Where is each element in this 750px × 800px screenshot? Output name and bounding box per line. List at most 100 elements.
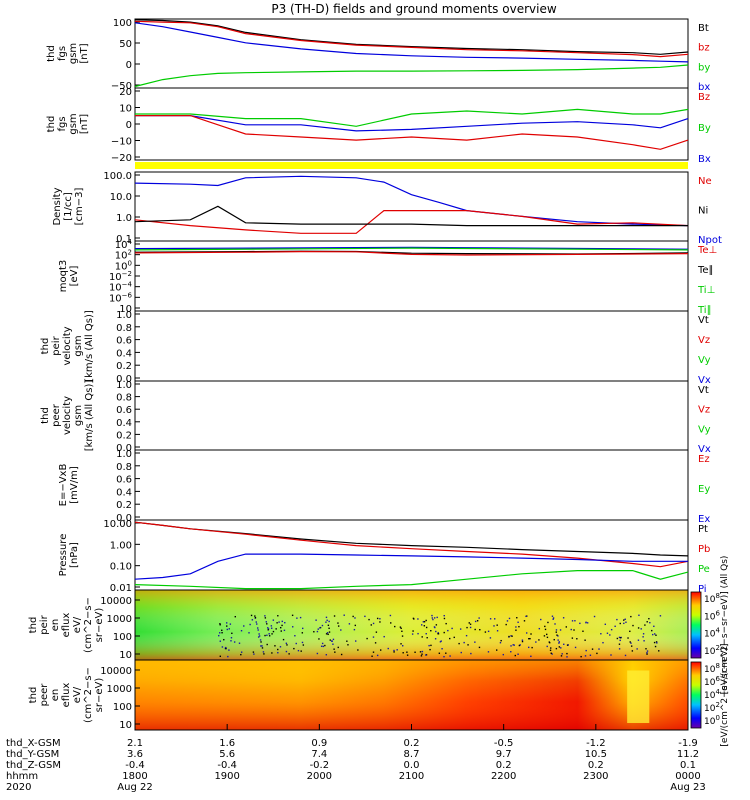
y-axis-label: E=−VxB bbox=[58, 464, 69, 507]
speckle bbox=[602, 641, 604, 644]
speckle bbox=[297, 649, 300, 652]
speckle bbox=[458, 642, 460, 645]
speckle bbox=[469, 626, 472, 629]
speckle bbox=[257, 629, 259, 631]
speckle bbox=[252, 651, 255, 653]
spectrogram-overlay bbox=[135, 590, 688, 660]
legend-Ne: Ne bbox=[698, 176, 712, 187]
speckle bbox=[261, 647, 264, 649]
speckle bbox=[466, 626, 468, 629]
speckle bbox=[548, 641, 551, 644]
speckle bbox=[552, 618, 554, 620]
speckle bbox=[560, 647, 562, 649]
speckle bbox=[437, 633, 440, 635]
date-label: Aug 23 bbox=[670, 782, 705, 793]
legend-Vt: Vt bbox=[698, 385, 709, 396]
speckle bbox=[474, 620, 477, 623]
speckle bbox=[609, 634, 611, 636]
speckle bbox=[659, 615, 662, 617]
speckle bbox=[400, 643, 402, 645]
speckle bbox=[265, 621, 268, 623]
speckle bbox=[563, 643, 565, 646]
speckle bbox=[443, 617, 446, 620]
speckle bbox=[411, 633, 414, 635]
speckle bbox=[551, 615, 554, 617]
y-tick-label: −50 bbox=[111, 81, 132, 92]
speckle bbox=[423, 621, 426, 623]
speckle bbox=[637, 627, 640, 629]
speckle bbox=[582, 630, 584, 632]
speckle bbox=[636, 648, 638, 650]
speckle bbox=[396, 649, 398, 651]
speckle bbox=[275, 628, 277, 630]
y-gsm-value: 10.5 bbox=[585, 749, 607, 760]
speckle bbox=[327, 633, 329, 636]
speckle bbox=[496, 624, 498, 626]
speckle bbox=[337, 646, 339, 649]
legend-Vz: Vz bbox=[698, 335, 710, 346]
y-axis-label: sr−eV) bbox=[94, 678, 105, 713]
speckle bbox=[453, 636, 455, 639]
speckle bbox=[318, 638, 320, 640]
speckle bbox=[515, 626, 517, 628]
y-tick-label: 0 bbox=[126, 60, 132, 71]
speckle bbox=[646, 652, 648, 654]
speckle bbox=[547, 621, 549, 624]
y-axis-label: eV/ bbox=[72, 616, 83, 633]
speckle bbox=[470, 652, 472, 655]
speckle bbox=[348, 623, 351, 625]
speckle bbox=[425, 633, 427, 635]
legend-Ti∥: Ti∥ bbox=[697, 305, 712, 316]
speckle bbox=[364, 615, 366, 618]
speckle bbox=[268, 635, 271, 637]
z-gsm-value: 0.0 bbox=[404, 760, 420, 771]
speckle bbox=[354, 624, 357, 627]
speckle bbox=[399, 626, 402, 628]
y-axis-label: fgs bbox=[57, 116, 68, 131]
legend-bx: bx bbox=[698, 82, 710, 93]
y-tick-label: −20 bbox=[111, 153, 132, 164]
speckle bbox=[219, 623, 221, 625]
speckle bbox=[586, 622, 589, 624]
speckle bbox=[267, 628, 270, 630]
speckle bbox=[256, 623, 258, 625]
speckle bbox=[531, 646, 533, 649]
y-axis-label: en bbox=[50, 689, 61, 702]
speckle bbox=[637, 639, 640, 641]
speckle bbox=[460, 651, 462, 654]
hhmm-value: 2200 bbox=[491, 771, 516, 782]
speckle bbox=[266, 634, 268, 636]
y-axis-label: eflux bbox=[61, 613, 72, 638]
speckle bbox=[584, 655, 587, 657]
y-axis-label: [1/cc] bbox=[63, 192, 74, 221]
speckle bbox=[518, 644, 521, 647]
speckle bbox=[219, 655, 222, 657]
speckle bbox=[443, 631, 445, 634]
speckle bbox=[281, 624, 283, 627]
y-tick-label: 0.4 bbox=[116, 348, 132, 359]
y-tick-label: 1.0 bbox=[116, 449, 132, 460]
speckle bbox=[243, 625, 245, 627]
speckle bbox=[225, 647, 227, 650]
speckle bbox=[426, 636, 428, 639]
speckle bbox=[276, 622, 278, 624]
y-axis-label: [cm−3] bbox=[74, 188, 85, 226]
legend-Ez: Ez bbox=[698, 454, 710, 465]
speckle bbox=[425, 654, 427, 656]
speckle bbox=[322, 645, 325, 648]
legend-Pt: Pt bbox=[698, 524, 708, 535]
y-axis-label: thd bbox=[28, 687, 39, 704]
speckle bbox=[465, 634, 468, 637]
speckle bbox=[249, 623, 251, 626]
speckle bbox=[618, 636, 621, 639]
speckle bbox=[584, 639, 586, 641]
speckle bbox=[544, 628, 547, 631]
speckle bbox=[417, 632, 419, 635]
y-tick-label: 100 bbox=[113, 632, 132, 643]
speckle bbox=[589, 654, 592, 656]
flag-bar bbox=[135, 162, 688, 169]
speckle bbox=[259, 639, 262, 641]
panel-frame bbox=[134, 380, 689, 451]
speckle bbox=[543, 635, 546, 637]
